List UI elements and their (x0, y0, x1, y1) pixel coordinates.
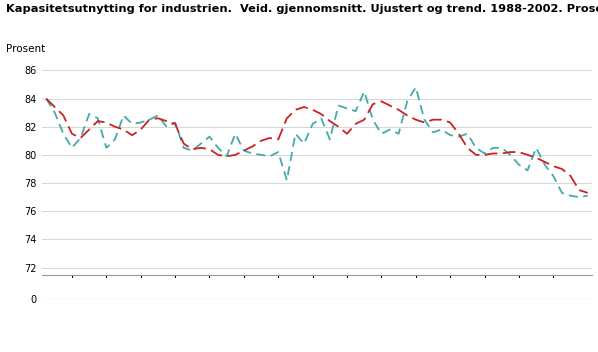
Glattet (42, 96, 50, 101)
Glattet (386, 103, 393, 108)
Ujustert (309, 122, 316, 126)
Text: Kapasitetsutnytting for industrien.  Veid. gjennomsnitt. Ujustert og trend. 1988: Kapasitetsutnytting for industrien. Veid… (6, 4, 598, 13)
Ujustert (386, 127, 393, 132)
Glattet (266, 136, 273, 140)
Line: Glattet: Glattet (46, 99, 588, 193)
Text: Prosent: Prosent (6, 44, 45, 54)
Ujustert (266, 154, 273, 158)
Glattet (111, 125, 118, 129)
Ujustert (111, 137, 118, 142)
Glattet (343, 132, 350, 136)
Ujustert (343, 106, 350, 111)
Ujustert (412, 85, 419, 89)
Glattet (584, 191, 591, 195)
Line: Ujustert: Ujustert (46, 87, 588, 197)
Ujustert (575, 195, 582, 199)
Glattet (395, 108, 402, 112)
Ujustert (42, 96, 50, 101)
Ujustert (584, 194, 591, 198)
Ujustert (395, 132, 402, 136)
Glattet (309, 108, 316, 112)
